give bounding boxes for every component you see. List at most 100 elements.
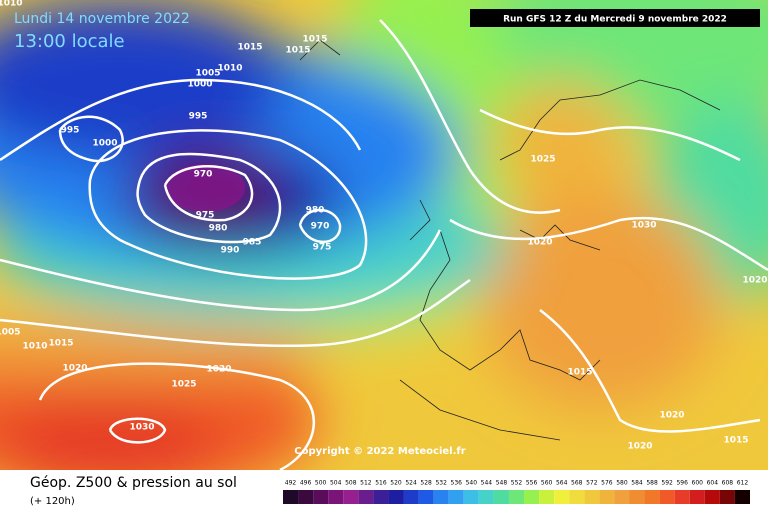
- isobar-label: 1020: [206, 365, 231, 375]
- isobar-label: 1015: [285, 46, 310, 56]
- scale-swatch: [629, 490, 645, 504]
- scale-label: 492: [285, 480, 297, 487]
- isobar-label: 1015: [48, 339, 73, 349]
- scale-swatch: [403, 490, 419, 504]
- scale-label: 516: [375, 480, 387, 487]
- scale-label: 524: [405, 480, 417, 487]
- scale-swatch: [599, 490, 615, 504]
- isobar-label: 985: [243, 238, 262, 248]
- scale-label: 604: [707, 480, 719, 487]
- isobar-label: 1010: [22, 342, 47, 352]
- scale-swatch: [388, 490, 404, 504]
- scale-swatch: [719, 490, 735, 504]
- scale-label: 596: [676, 480, 688, 487]
- isobar-label: 1000: [92, 139, 117, 149]
- isobar-label: 1020: [659, 411, 684, 421]
- copyright: Copyright © 2022 Meteociel.fr: [294, 446, 465, 457]
- scale-swatch: [433, 490, 449, 504]
- scale-swatch: [689, 490, 705, 504]
- isobar-label: 1010: [217, 64, 242, 74]
- scale-swatch: [343, 490, 359, 504]
- scale-label: 608: [722, 480, 734, 487]
- isobar-label: 995: [61, 126, 80, 136]
- isobar-label: 970: [194, 170, 213, 180]
- scale-swatch: [373, 490, 389, 504]
- time: 13:00 locale: [14, 31, 125, 52]
- isobar-label: 975: [313, 243, 332, 253]
- run-box: [470, 9, 760, 27]
- scale-label: 548: [496, 480, 508, 487]
- scale-label: 508: [345, 480, 357, 487]
- isobar-label: 1015: [723, 436, 748, 446]
- scale-label: 552: [511, 480, 523, 487]
- isobar-label: 990: [221, 246, 240, 256]
- scale-label: 544: [481, 480, 493, 487]
- isobar-label: 975: [196, 211, 215, 221]
- scale-swatch: [478, 490, 494, 504]
- scale-swatch: [524, 490, 540, 504]
- isobar-label: 980: [209, 224, 228, 234]
- scale-label: 580: [616, 480, 628, 487]
- scale-swatch: [358, 490, 374, 504]
- footer-subtitle: (+ 120h): [30, 496, 75, 507]
- scale-label: 564: [556, 480, 568, 487]
- scale-swatch: [463, 490, 479, 504]
- scale-swatch: [539, 490, 555, 504]
- scale-label: 540: [466, 480, 478, 487]
- isobar-label: 1015: [302, 35, 327, 45]
- scale-swatch: [704, 490, 720, 504]
- scale-label: 588: [646, 480, 658, 487]
- isobar-label: 995: [189, 112, 208, 122]
- scale-label: 556: [526, 480, 538, 487]
- scale-label: 504: [330, 480, 342, 487]
- isobar-label: 1015: [567, 368, 592, 378]
- isobar-label: 1000: [187, 80, 212, 90]
- scale-swatch: [644, 490, 660, 504]
- isobar-label: 1020: [627, 442, 652, 452]
- scale-label: 576: [601, 480, 613, 487]
- scale-label: 612: [737, 480, 749, 487]
- scale-swatch: [313, 490, 329, 504]
- color-scale: 492 496 500 504 508 512 516 520 524 528 532 536 540 5…: [283, 480, 750, 504]
- scale-swatch: [418, 490, 434, 504]
- scale-label: 536: [451, 480, 463, 487]
- scale-label: 512: [360, 480, 372, 487]
- isobar-label: 1030: [129, 423, 154, 433]
- scale-swatch: [283, 490, 299, 504]
- scale-swatch: [584, 490, 600, 504]
- isobar-label: 1020: [742, 276, 767, 286]
- isobar-label: 1020: [527, 238, 552, 248]
- isobar-label: 1005: [0, 328, 21, 338]
- scale-swatch: [298, 490, 314, 504]
- isobar-label: 1025: [530, 155, 555, 165]
- scale-label: 500: [315, 480, 327, 487]
- scale-label: 532: [435, 480, 447, 487]
- scale-label: 584: [631, 480, 643, 487]
- isobar-label: 980: [306, 206, 325, 216]
- scale-label: 496: [300, 480, 312, 487]
- scale-label: 568: [571, 480, 583, 487]
- isobar-label: 1010: [0, 0, 23, 9]
- isobar-label: 1025: [171, 380, 196, 390]
- scale-label: 600: [692, 480, 704, 487]
- run-info: Run GFS 12 Z du Mercredi 9 novembre 2022: [503, 15, 727, 25]
- scale-swatch: [569, 490, 585, 504]
- map-field: [0, 0, 768, 470]
- scale-swatch: [328, 490, 344, 504]
- scale-swatch: [614, 490, 630, 504]
- scale-label: 572: [586, 480, 598, 487]
- isobar-label: 970: [311, 222, 330, 232]
- scale-label: 528: [420, 480, 432, 487]
- scale-label: 520: [390, 480, 402, 487]
- scale-swatch: [734, 490, 750, 504]
- scale-swatch: [448, 490, 464, 504]
- isobar-label: 1020: [62, 364, 87, 374]
- scale-label: 560: [541, 480, 553, 487]
- footer-title: Géop. Z500 & pression au sol: [30, 475, 237, 491]
- isobar-label: 1005: [195, 69, 220, 79]
- scale-swatch: [508, 490, 525, 504]
- scale-swatch: [493, 490, 509, 504]
- isobar-label: 1015: [237, 43, 262, 53]
